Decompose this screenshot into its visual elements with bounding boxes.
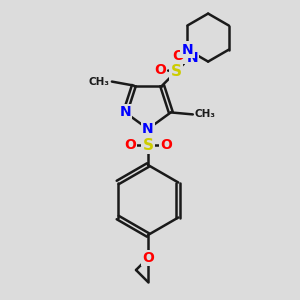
Text: N: N	[186, 51, 198, 64]
Text: O: O	[142, 251, 154, 265]
Text: O: O	[160, 138, 172, 152]
Text: S: S	[171, 64, 182, 79]
Text: O: O	[154, 63, 166, 76]
Text: O: O	[124, 138, 136, 152]
Text: N: N	[142, 122, 154, 136]
Text: N: N	[119, 105, 131, 119]
Text: CH₃: CH₃	[89, 76, 110, 87]
Text: N: N	[182, 43, 193, 57]
Text: S: S	[142, 137, 154, 152]
Text: O: O	[172, 49, 184, 63]
Text: CH₃: CH₃	[195, 110, 216, 119]
